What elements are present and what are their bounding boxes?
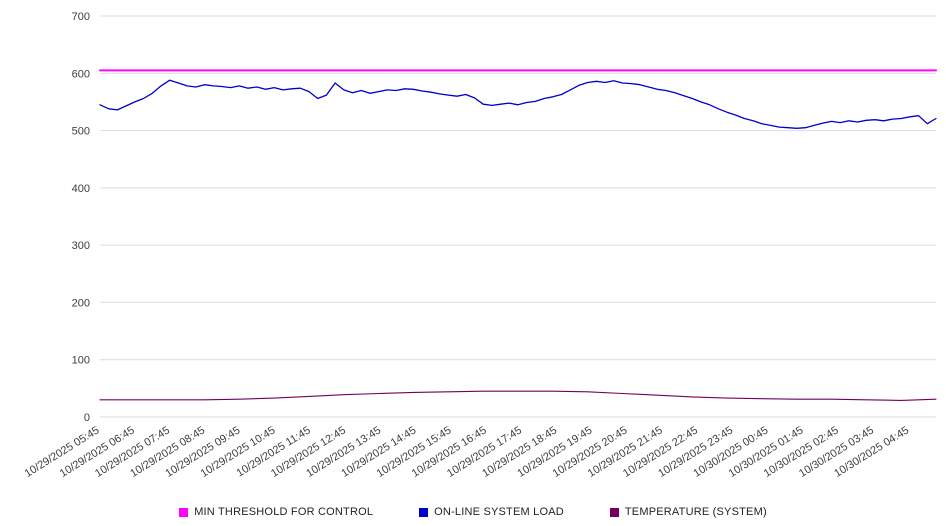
y-tick-label: 0 [84,412,90,424]
legend-swatch-magenta [179,507,189,517]
y-tick-label: 400 [72,183,90,195]
legend-swatch-blue [419,507,429,517]
legend-item-system-load[interactable]: ON-LINE SYSTEM LOAD [419,506,564,518]
legend-label: ON-LINE SYSTEM LOAD [434,506,564,518]
legend-item-temperature[interactable]: TEMPERATURE (SYSTEM) [609,506,767,518]
y-tick-label: 700 [72,11,90,23]
series-line-temperature-system [99,390,937,401]
chart-legend: MIN THRESHOLD FOR CONTROL ON-LINE SYSTEM… [0,506,946,518]
legend-label: MIN THRESHOLD FOR CONTROL [194,506,374,518]
legend-label: TEMPERATURE (SYSTEM) [624,506,767,518]
y-tick-label: 100 [72,355,90,367]
series-line-on-line-system-load [99,79,937,129]
legend-item-min-threshold[interactable]: MIN THRESHOLD FOR CONTROL [179,506,373,518]
y-tick-label: 300 [72,240,90,252]
legend-swatch-purple [609,507,619,517]
y-tick-label: 500 [72,126,90,138]
y-tick-label: 200 [72,297,90,309]
y-tick-label: 600 [72,68,90,80]
